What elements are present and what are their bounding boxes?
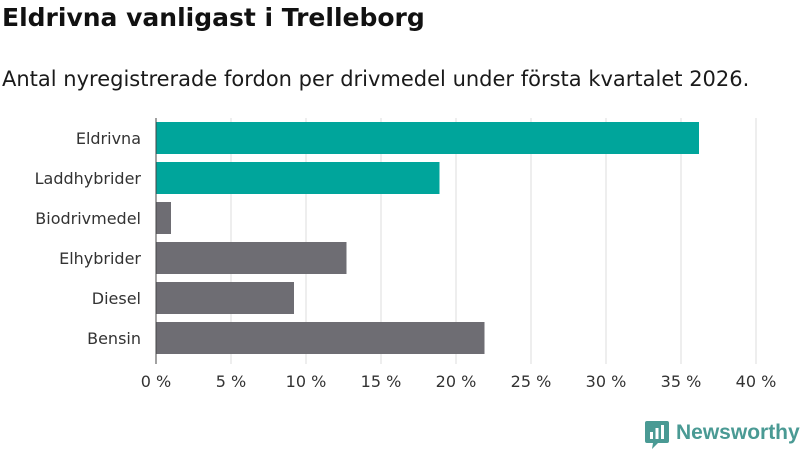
bar-bensin	[156, 322, 485, 354]
x-tick-label: 0 %	[141, 372, 171, 391]
category-labels: Eldrivna Laddhybrider Biodrivmedel Elhybrid…	[35, 129, 142, 348]
category-label: Elhybrider	[59, 249, 141, 268]
brand-name: Newsworthy	[676, 421, 800, 444]
category-label: Biodrivmedel	[35, 209, 141, 228]
bar-elhybrider	[156, 242, 347, 274]
x-tick-label: 30 %	[586, 372, 627, 391]
category-label: Bensin	[87, 329, 141, 348]
x-tick-label: 5 %	[216, 372, 246, 391]
category-label: Eldrivna	[76, 129, 141, 148]
category-label: Laddhybrider	[35, 169, 142, 188]
x-tick-label: 25 %	[511, 372, 552, 391]
bar-biodrivmedel	[156, 202, 171, 234]
category-label: Diesel	[92, 289, 141, 308]
bar-eldrivna	[156, 122, 699, 154]
bar-chart-pin-icon	[645, 421, 669, 449]
x-tick-label: 35 %	[661, 372, 702, 391]
brand-logo: Newsworthy	[644, 420, 800, 450]
bar-laddhybrider	[156, 162, 440, 194]
bar-diesel	[156, 282, 294, 314]
x-axis-ticks: 0 % 5 % 10 % 15 % 20 % 25 % 30 % 35 % 40 %	[141, 372, 777, 391]
x-tick-label: 40 %	[736, 372, 777, 391]
chart-subtitle: Antal nyregistrerade fordon per drivmede…	[2, 67, 750, 91]
bars	[155, 118, 699, 364]
x-tick-label: 10 %	[286, 372, 327, 391]
chart-title: Eldrivna vanligast i Trelleborg	[2, 3, 425, 32]
x-tick-label: 20 %	[436, 372, 477, 391]
x-tick-label: 15 %	[361, 372, 402, 391]
